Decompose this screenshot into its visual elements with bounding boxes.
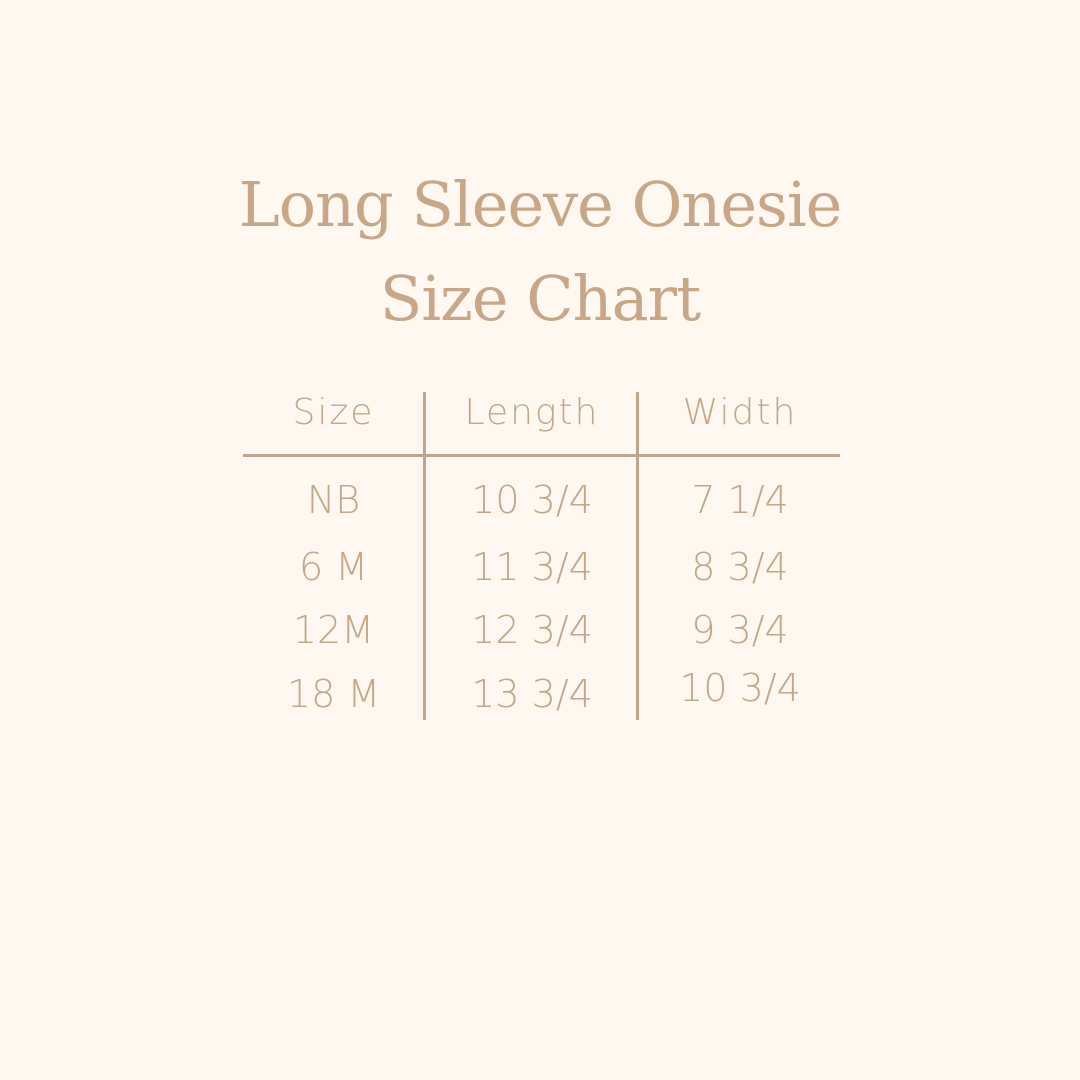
header-width: Width [682,392,798,433]
header-divider [243,454,840,457]
header-size: Size [292,392,375,433]
table-cell: NB [306,478,361,522]
header-length: Length [464,392,600,433]
table-cell: 7 1/4 [691,478,789,522]
table-cell: 8 3/4 [691,545,789,589]
table-cell: 12 3/4 [471,608,593,652]
column-divider-2 [636,392,639,720]
column-divider-1 [423,392,426,720]
title-line-2: Size Chart [379,262,701,335]
table-cell: 6 M [298,545,369,589]
table-cell: 18 M [286,672,381,716]
table-cell: 10 3/4 [471,478,593,522]
title-line-1: Long Sleeve Onesie [238,168,843,241]
table-cell: 13 3/4 [471,672,593,716]
table-cell: 9 3/4 [691,608,789,652]
table-cell: 10 3/4 [679,666,801,710]
table-cell: 11 3/4 [471,545,593,589]
table-cell: 12M [292,608,375,652]
